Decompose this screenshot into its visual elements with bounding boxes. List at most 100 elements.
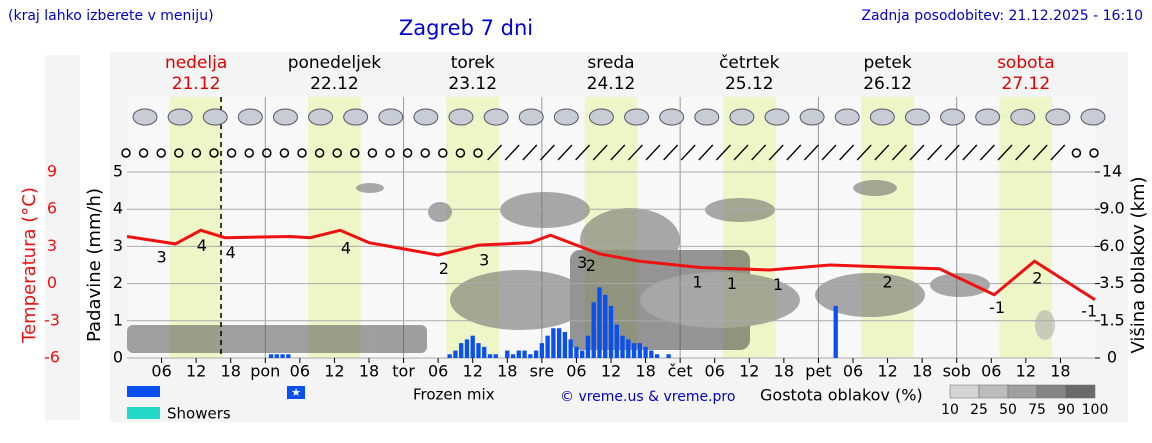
wind-arrow [610, 144, 626, 161]
y2-tick-label: 14 [1102, 162, 1122, 181]
y2-tick-label: 6.0 [1099, 236, 1124, 255]
temperature-label: 2 [882, 273, 892, 292]
x-tick-label: čet [668, 362, 693, 381]
temperature-label: 2 [439, 259, 449, 278]
y-axis-title: Padavine (mm/h) [84, 188, 105, 342]
icon-cloud [167, 108, 193, 126]
icon-cloud [975, 108, 1001, 126]
wind-arrow [927, 144, 943, 161]
x-tick-label: 18 [221, 362, 241, 381]
scale-box [1036, 384, 1067, 399]
day-date: 22.12 [310, 74, 359, 94]
cloud-scale: 10 25 50 75 90 100 [941, 384, 1108, 418]
x-tick-label: 12 [186, 362, 206, 381]
precip-bar [574, 346, 579, 358]
precip-bar [459, 343, 464, 358]
temperature-label: 1 [692, 273, 702, 292]
scale-label: 90 [1057, 402, 1075, 418]
temperature-tick-label: 3 [47, 236, 57, 255]
wind-arrow [891, 144, 907, 161]
precip-bar [545, 335, 550, 358]
wind-calm [1071, 148, 1082, 158]
wind-arrow [979, 144, 995, 161]
x-tick-label: 18 [774, 362, 794, 381]
wind-arrow [1050, 144, 1066, 161]
precip-bar [286, 354, 291, 358]
cloud [356, 183, 384, 193]
icon-cloud [553, 108, 579, 126]
x-tick-label: 06 [705, 362, 725, 381]
wind-arrow [539, 144, 555, 161]
temperature-tick-label: 0 [47, 273, 57, 292]
icon-cloud [308, 108, 334, 126]
wind-arrow [1032, 144, 1048, 161]
precip-bar [470, 335, 475, 358]
cloud [1035, 310, 1055, 340]
cloud-scale-title: Gostota oblakov (%) [760, 386, 923, 405]
wind-calm [226, 148, 237, 158]
y2-tick-label: 9.0 [1099, 199, 1124, 218]
scale-box [1007, 384, 1038, 399]
x-tick-label: 06 [428, 362, 448, 381]
icon-cloud [764, 108, 790, 126]
precip-bar [493, 354, 498, 358]
icon-cloud [483, 108, 509, 126]
wind-arrow [839, 144, 855, 161]
day-date: 23.12 [448, 74, 497, 94]
precip-bar [608, 305, 614, 358]
scale-label: 10 [941, 402, 959, 418]
day-name: sobota [997, 53, 1055, 73]
wind-calm [402, 148, 413, 158]
temperature-tick-label: -6 [44, 348, 60, 367]
scale-box [978, 384, 1009, 399]
x-tick-label: 06 [290, 362, 310, 381]
x-tick-label: 12 [463, 362, 483, 381]
cloud [640, 272, 800, 328]
cloud [450, 270, 590, 330]
precip-bar [556, 328, 562, 358]
wind-calm [156, 148, 166, 158]
legend-snow-icon: ★ [291, 386, 301, 399]
x-tick-label: 18 [912, 362, 932, 381]
weather-icons [132, 108, 1106, 126]
scale-box [949, 384, 980, 399]
wind-calm [385, 148, 395, 158]
y2-tick-label: 0 [1107, 348, 1117, 367]
temperature-label: 1 [727, 274, 737, 293]
x-tick-label: sre [530, 362, 554, 381]
icon-cloud [202, 108, 228, 126]
precip-bar [528, 354, 533, 358]
wind-arrow [504, 144, 520, 161]
precip-bar [476, 343, 481, 358]
temperature-label: 3 [479, 250, 489, 269]
x-tick-label: 12 [324, 362, 344, 381]
wind-arrow [663, 144, 679, 161]
cloud [815, 273, 925, 317]
icon-cloud [378, 108, 404, 126]
x-tick-label: 06 [981, 362, 1001, 381]
cloud [127, 325, 427, 353]
cloud [500, 192, 590, 228]
temperature-label: -1 [989, 298, 1005, 317]
precip-bar [585, 335, 591, 358]
legend: Frozen mix Showers [127, 386, 495, 423]
precip-bar [637, 343, 642, 358]
legend-label: Showers [167, 405, 231, 423]
y-tick-label: 4 [113, 199, 123, 218]
wind-arrow [962, 144, 978, 161]
wind-calm [174, 148, 184, 158]
day-name: petek [863, 53, 911, 73]
x-tick-label: 06 [843, 362, 863, 381]
y2-axis-title: Višina oblakov (km) [1128, 176, 1149, 353]
legend-snow-swatch [287, 386, 305, 399]
x-tick-label: 18 [1050, 362, 1070, 381]
temperature-label: 2 [586, 256, 596, 275]
wind-calm [279, 148, 290, 158]
day-name: sreda [587, 53, 634, 73]
precip-bar [626, 339, 631, 358]
precip-bar [280, 354, 285, 358]
legend-rain-swatch [127, 386, 160, 397]
